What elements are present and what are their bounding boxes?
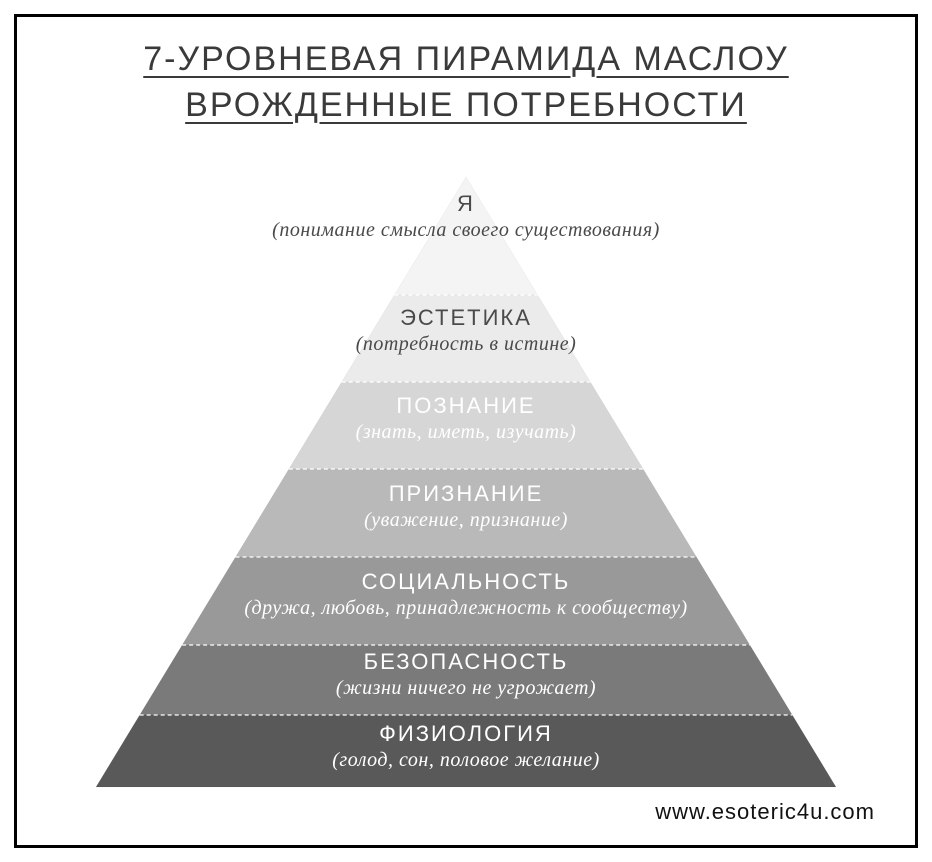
outer-frame: 7-УРОВНЕВАЯ ПИРАМИДА МАСЛОУ ВРОЖДЕННЫЕ П…	[14, 14, 918, 848]
pyramid-level-2	[289, 382, 643, 469]
pyramid-level-0	[394, 177, 537, 295]
pyramid-level-1	[342, 295, 591, 382]
footer-url: www.esoteric4u.com	[655, 799, 875, 825]
pyramid-level-3	[236, 469, 697, 557]
pyramid-container	[17, 157, 915, 797]
pyramid-level-4	[182, 557, 750, 645]
title-block: 7-УРОВНЕВАЯ ПИРАМИДА МАСЛОУ ВРОЖДЕННЫЕ П…	[17, 37, 915, 129]
title-line-1: 7-УРОВНЕВАЯ ПИРАМИДА МАСЛОУ	[17, 37, 915, 83]
pyramid-level-5	[140, 645, 793, 715]
pyramid-diagram	[56, 157, 876, 797]
pyramid-level-6	[96, 715, 836, 787]
title-line-2: ВРОЖДЕННЫЕ ПОТРЕБНОСТИ	[17, 83, 915, 129]
